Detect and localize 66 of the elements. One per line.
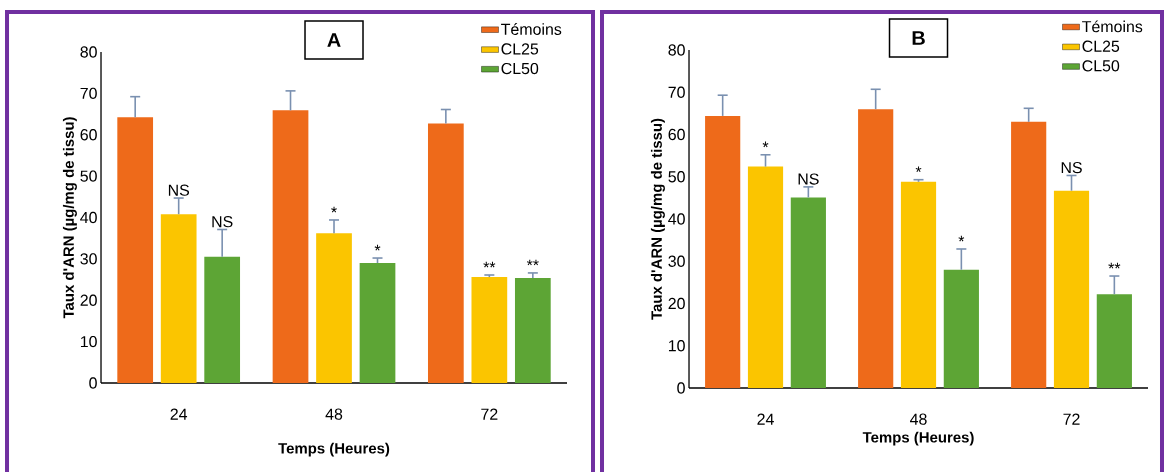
data-label: ** [483, 261, 496, 268]
y-axis-title: Taux d'ARN (µg/mg de tissu) [62, 117, 77, 319]
bar [204, 256, 241, 383]
chart-title: B [912, 31, 925, 45]
bar [427, 123, 464, 383]
data-label: * [762, 141, 769, 148]
bar [900, 181, 937, 388]
bar [705, 115, 741, 388]
y-tick-label: 0 [89, 377, 97, 389]
data-label: NS [168, 184, 190, 196]
legend-label: Témoins [501, 23, 562, 35]
y-tick-label: 40 [668, 213, 685, 225]
legend-label: CL25 [1082, 40, 1120, 52]
y-tick-label: 80 [668, 44, 685, 56]
y-tick-label: 80 [80, 46, 97, 58]
x-tick-label: 72 [1063, 413, 1080, 425]
bar [272, 110, 309, 383]
x-axis-title: Temps (Heures) [278, 442, 390, 457]
x-tick-label: 24 [757, 413, 774, 425]
x-tick-label: 48 [325, 408, 343, 420]
legend-label: CL50 [501, 62, 539, 75]
y-tick-label: 30 [80, 253, 97, 265]
y-tick-label: 60 [668, 128, 685, 141]
data-label: NS [212, 216, 233, 228]
data-label: ** [1108, 262, 1121, 269]
bar [1096, 294, 1132, 388]
x-axis-title: Temps (Heures) [862, 431, 974, 446]
bar [316, 233, 352, 383]
bar [117, 117, 154, 383]
y-tick-label: 40 [80, 211, 97, 224]
legend-label: Témoins [1082, 20, 1143, 33]
x-tick-label: 24 [170, 408, 188, 420]
bar [359, 263, 396, 383]
data-label: * [374, 244, 381, 251]
y-tick-label: 70 [668, 86, 685, 98]
y-tick-label: 50 [80, 170, 97, 182]
data-label: * [958, 235, 965, 242]
y-tick-label: 50 [668, 171, 685, 183]
bar [790, 197, 826, 388]
bar [471, 277, 508, 383]
y-tick-label: 20 [80, 294, 97, 306]
x-tick-label: 48 [910, 413, 927, 425]
data-label: NS [1061, 161, 1082, 174]
bar [747, 166, 784, 388]
bar [514, 277, 551, 383]
y-tick-label: 30 [668, 255, 685, 267]
data-label: ** [526, 259, 539, 266]
x-tick-label: 72 [481, 408, 498, 420]
bar [1011, 121, 1047, 388]
bar [858, 109, 894, 388]
y-tick-label: 10 [668, 340, 685, 352]
data-label: * [331, 206, 337, 213]
y-tick-label: 20 [668, 297, 685, 310]
legend-label: CL50 [1082, 60, 1120, 72]
bar [1053, 190, 1090, 388]
y-axis-title: Taux d'ARN (µg/mg de tissu) [650, 118, 665, 320]
legend-label: CL25 [501, 43, 539, 55]
bar [160, 214, 197, 383]
data-label: * [915, 166, 922, 173]
chart-title: A [327, 33, 341, 47]
y-tick-label: 70 [80, 87, 97, 100]
data-label: NS [798, 173, 819, 185]
y-tick-label: 60 [80, 129, 97, 141]
y-tick-label: 10 [80, 335, 97, 348]
bar [943, 269, 979, 388]
y-tick-label: 0 [677, 382, 685, 394]
